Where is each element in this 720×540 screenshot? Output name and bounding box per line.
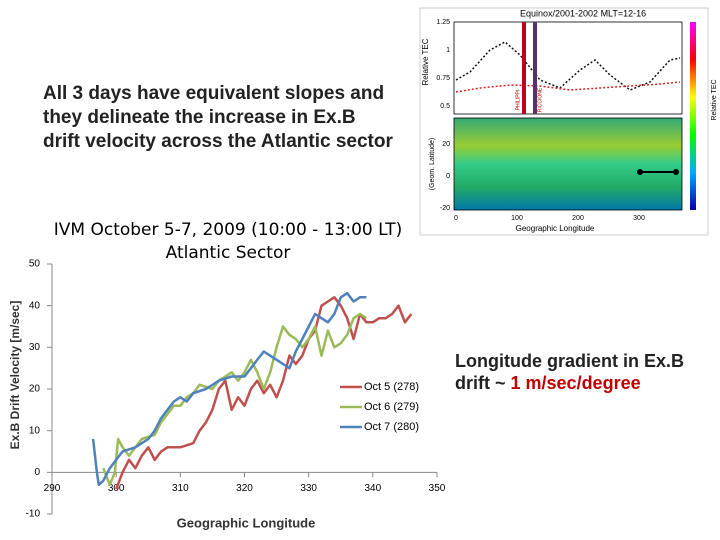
inset-tick-label: 100 xyxy=(511,215,523,222)
inset-tick-label: 0 xyxy=(454,215,458,222)
y-tick-label: 0 xyxy=(34,467,40,478)
y-tick-label: 20 xyxy=(29,384,41,395)
inset-title: Equinox/2001-2002 MLT=12-16 xyxy=(520,8,646,18)
annotation-text: Longitude gradient in Ex.B drift ~ xyxy=(455,351,684,393)
y-tick-label: 40 xyxy=(29,300,41,311)
y-tick-label: 10 xyxy=(29,425,41,436)
legend-label: Oct 7 (280) xyxy=(364,421,419,433)
legend-label: Oct 6 (279) xyxy=(364,401,419,413)
inset-tick-label: 20 xyxy=(442,141,450,148)
inset-tick-label: -20 xyxy=(440,205,450,212)
inset-tick-label: 300 xyxy=(633,215,645,222)
inset-marker xyxy=(637,169,643,175)
inset-marker xyxy=(533,22,537,114)
inset-top-panel xyxy=(453,21,683,115)
inset-label: RICCIONE xyxy=(537,87,543,112)
inset-label: Geographic Longitude xyxy=(516,224,595,233)
x-tick-label: 340 xyxy=(364,483,381,494)
inset-marker xyxy=(522,22,526,114)
inset-marker xyxy=(673,169,679,175)
inset-figure: Equinox/2001-2002 MLT=12-16 Relative TEC… xyxy=(419,7,718,236)
annotation-highlight: 1 m/sec/degree xyxy=(510,373,641,393)
inset-label: Relative TEC xyxy=(711,79,718,120)
x-tick-label: 310 xyxy=(172,483,189,494)
x-tick-label: 290 xyxy=(44,483,61,494)
inset-tick-label: 1.25 xyxy=(436,19,450,26)
x-tick-label: 350 xyxy=(429,483,446,494)
inset-tick-label: 0 xyxy=(446,173,450,180)
legend-label: Oct 5 (278) xyxy=(364,381,419,393)
inset-tick-label: 0.5 xyxy=(440,103,450,110)
inset-label: Relative TEC xyxy=(421,38,430,85)
inset-curve xyxy=(455,41,681,91)
inset-tick-label: 200 xyxy=(572,215,584,222)
y-tick-label: -10 xyxy=(26,509,41,520)
y-tick-label: 30 xyxy=(29,342,41,353)
inset-tick-label: 1 xyxy=(446,47,450,54)
x-tick-label: 330 xyxy=(300,483,317,494)
heading: All 3 days have equivalent slopes and th… xyxy=(43,83,393,152)
annotation: Longitude gradient in Ex.B drift ~ 1 m/s… xyxy=(455,350,715,394)
inset-tick-label: 0.75 xyxy=(436,75,450,82)
y-axis-label: Ex.B Drift Velocity [m/sec] xyxy=(8,301,22,450)
series-line xyxy=(91,291,367,487)
chart-title: IVM October 5-7, 2009 (10:00 - 13:00 LT) xyxy=(54,220,403,240)
y-tick-label: 50 xyxy=(29,259,41,270)
inset-label: PHILIPPI xyxy=(515,90,521,111)
inset-colorbar xyxy=(690,22,696,210)
chart-subtitle: Atlantic Sector xyxy=(166,243,291,263)
inset-bottom-panel xyxy=(453,117,683,211)
series-line xyxy=(115,296,413,490)
x-axis-label: Geographic Longitude xyxy=(177,515,316,530)
inset-label: (Geom. Latitude) xyxy=(429,138,436,191)
x-tick-label: 320 xyxy=(236,483,253,494)
series-line xyxy=(102,312,368,487)
